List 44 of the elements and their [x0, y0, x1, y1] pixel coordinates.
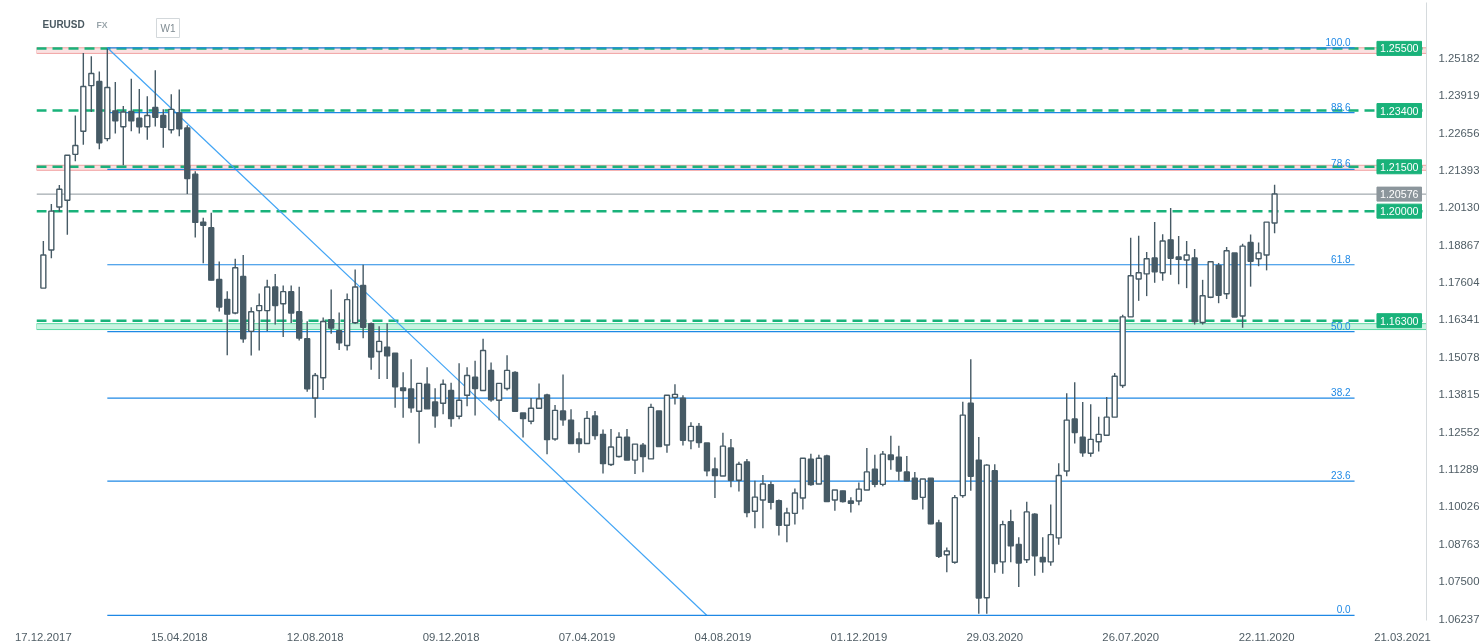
series-label: 100.0 [1325, 36, 1351, 48]
y-tick-label: 1.17604 [1438, 276, 1480, 289]
y-tick-label: 1.07500 [1438, 575, 1480, 588]
x-tick-label: 09.12.2018 [422, 630, 480, 643]
y-tick-label: 1.16341 [1438, 313, 1480, 326]
series-label: 23.6 [1331, 470, 1351, 482]
y-tick-label: 1.06237 [1438, 612, 1480, 625]
series-label: 38.2 [1331, 387, 1351, 399]
x-tick-label: 04.08.2019 [694, 630, 752, 643]
x-tick-label: 21.03.2021 [1374, 630, 1431, 643]
y-tick-label: 1.22656 [1438, 126, 1480, 139]
ref-line-label: 1.21500 [1379, 160, 1419, 173]
y-tick-label: 1.08763 [1438, 537, 1480, 550]
y-tick-label: 1.25182 [1438, 51, 1480, 64]
x-tick-label: 22.11.2020 [1238, 630, 1295, 643]
ref-line-label: 1.16300 [1379, 314, 1419, 327]
y-tick-label: 1.18867 [1438, 238, 1480, 251]
y-tick-label: 1.13815 [1438, 388, 1480, 401]
series-label: 50.0 [1331, 320, 1351, 332]
series-label: 78.6 [1331, 158, 1351, 170]
series-label: 88.6 [1331, 101, 1351, 113]
annotation: FX [96, 19, 108, 30]
x-tick-label: 07.04.2019 [558, 630, 616, 643]
y-tick-label: 1.11289 [1438, 462, 1479, 475]
x-tick-label: 01.12.2019 [830, 630, 888, 643]
y-tick-label: 1.10026 [1438, 500, 1480, 513]
y-tick-label: 1.12552 [1438, 425, 1480, 438]
ref-line-label: 1.20576 [1379, 188, 1419, 201]
x-tick-label: 29.03.2020 [966, 630, 1024, 643]
x-tick-label: 12.08.2018 [286, 630, 344, 643]
y-tick-label: 1.20130 [1438, 201, 1480, 214]
series-label: 61.8 [1331, 253, 1351, 265]
x-tick-label: 17.12.2017 [15, 630, 72, 643]
annotation: W1 [160, 22, 176, 34]
y-tick-label: 1.21393 [1438, 163, 1480, 176]
text: EURUSD [42, 18, 85, 30]
y-tick-label: 1.15078 [1438, 350, 1480, 363]
series-label: 0.0 [1336, 604, 1351, 616]
x-tick-label: 15.04.2018 [150, 630, 208, 643]
ref-line-label: 1.23400 [1379, 104, 1419, 117]
y-tick-label: 1.23919 [1438, 89, 1480, 102]
x-tick-label: 26.07.2020 [1102, 630, 1160, 643]
ref-line-label: 1.20000 [1379, 205, 1419, 218]
ref-line-label: 1.25500 [1379, 42, 1419, 55]
